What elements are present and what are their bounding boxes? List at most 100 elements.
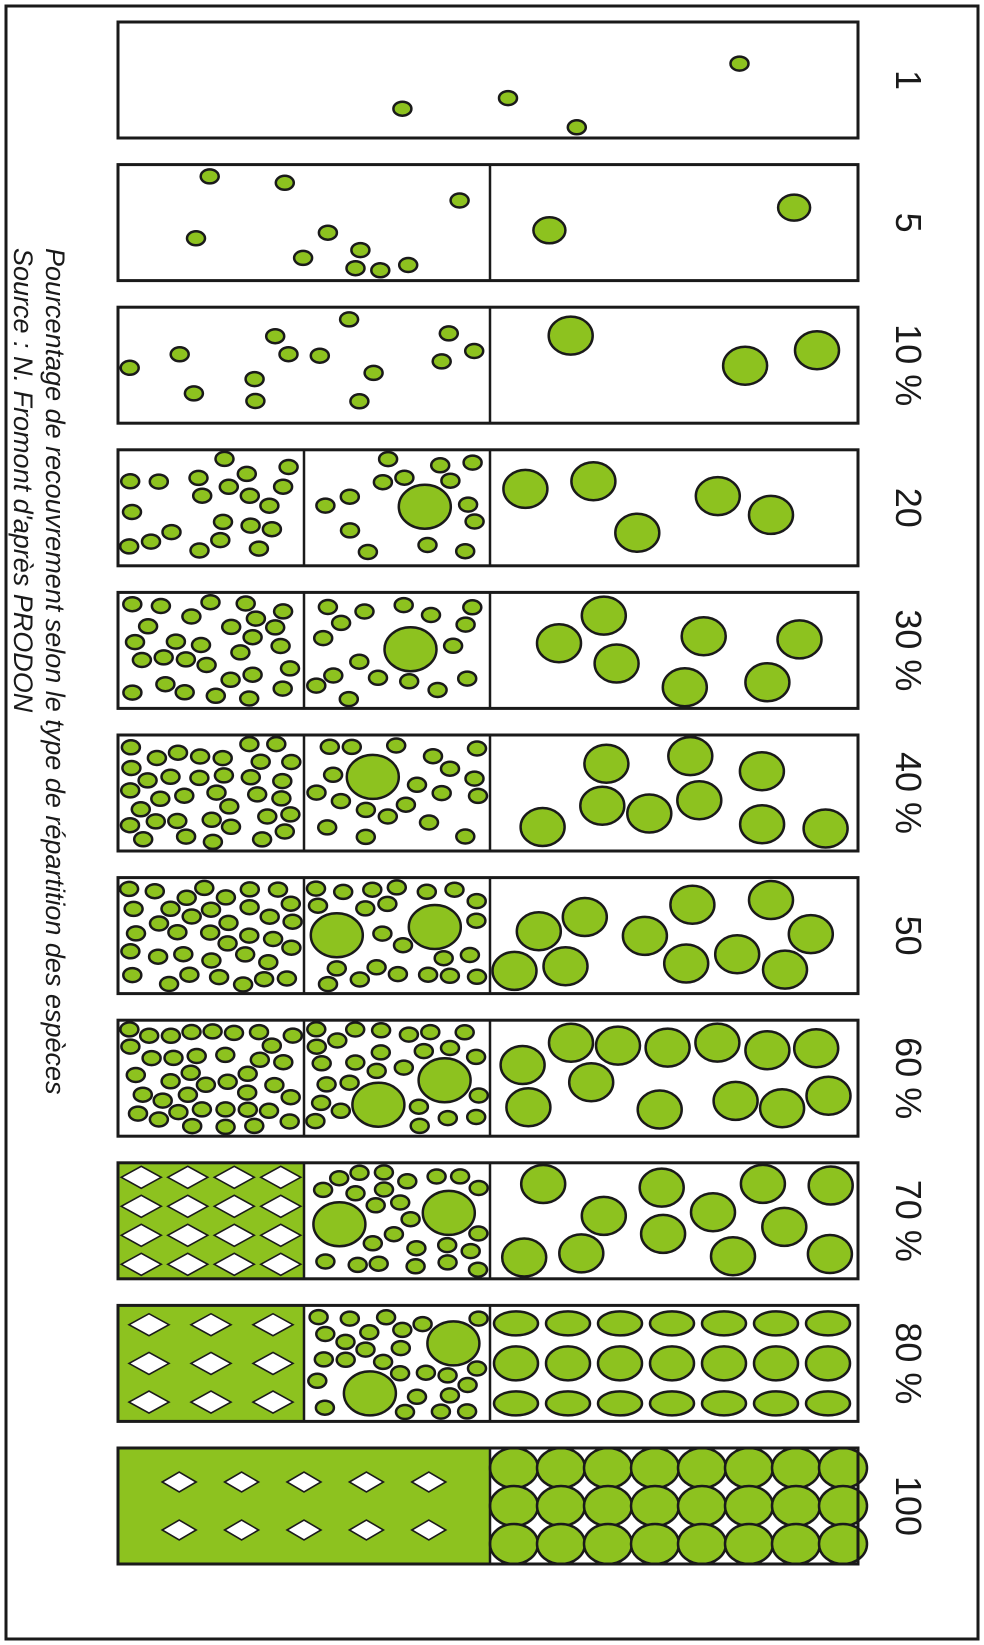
small-plant-dot: [466, 912, 487, 929]
large-plant-dot: [492, 1390, 540, 1417]
row-label: 20: [888, 488, 929, 528]
large-plant-dot: [309, 912, 365, 959]
large-plant-dot: [502, 468, 549, 510]
section-mixed: [306, 596, 483, 708]
large-plant-dot: [776, 193, 812, 222]
small-plant-dot: [153, 649, 174, 666]
small-plant-dot: [239, 735, 260, 753]
small-plant-dot: [152, 1092, 173, 1109]
gap-diamond: [119, 1194, 163, 1219]
large-plant-dot: [669, 884, 716, 926]
dense-cover-fill: [118, 1448, 490, 1564]
small-plant-dot: [372, 925, 393, 942]
small-plant-dot: [121, 503, 143, 521]
small-plant-dot: [362, 1235, 384, 1252]
small-plant-dot: [248, 540, 270, 557]
small-plant-dot: [359, 1324, 380, 1341]
gap-diamond: [259, 1252, 303, 1277]
small-plant-dot: [181, 1023, 202, 1041]
small-plant-dot: [408, 1098, 430, 1115]
small-plant-dot: [437, 1109, 459, 1127]
large-plant-dot: [544, 1310, 592, 1337]
large-plant-dot: [700, 1345, 748, 1382]
small-plant-dot: [338, 690, 360, 708]
panel-frame: [116, 305, 860, 425]
small-plant-dot: [181, 908, 202, 925]
large-plant-dot: [426, 1320, 481, 1367]
large-plant-dot: [738, 803, 786, 845]
small-plant-dot: [389, 1194, 411, 1211]
large-plant-dot: [776, 619, 823, 660]
small-plant-dot: [282, 913, 303, 930]
gap-diamond: [223, 1519, 261, 1541]
small-plant-dot: [174, 787, 195, 804]
small-plant-dot: [158, 975, 180, 993]
small-plant-dot: [189, 542, 210, 559]
section-large: [500, 1163, 854, 1278]
small-plant-dot: [251, 831, 273, 848]
large-plant-dot: [596, 1390, 644, 1417]
small-plant-dot: [339, 488, 361, 505]
coverage-panel: [116, 163, 860, 283]
small-plant-dot: [466, 892, 487, 910]
small-plant-dot: [264, 619, 286, 636]
small-plant-dot: [168, 1103, 189, 1121]
small-plant-dot: [280, 895, 302, 912]
coverage-panel: [116, 1018, 860, 1138]
section-mixed: [305, 1021, 490, 1135]
large-plant-dot: [817, 1446, 869, 1490]
small-plant-dot: [191, 487, 213, 504]
panel-frame: [116, 733, 860, 853]
small-plant-dot: [179, 966, 200, 983]
small-plant-dot: [497, 89, 519, 107]
small-plant-dot: [213, 767, 235, 784]
large-plant-dot: [770, 1446, 822, 1490]
gap-diamond: [166, 1252, 210, 1277]
small-plant-dot: [345, 1054, 366, 1071]
gap-diamond: [119, 1252, 163, 1277]
small-plant-dot: [281, 753, 302, 771]
small-plant-dot: [398, 1026, 420, 1043]
gap-diamond: [189, 1351, 233, 1376]
large-plant-dot: [558, 1233, 605, 1274]
large-plant-dot: [491, 950, 538, 992]
small-plant-dot: [335, 1351, 356, 1369]
small-plant-dot: [366, 1062, 387, 1080]
small-plant-dot: [215, 1118, 236, 1136]
small-plant-dot: [119, 359, 140, 377]
gap-diamond: [410, 1519, 448, 1541]
caption-title: Pourcentage de recouvrement selon le typ…: [40, 248, 70, 1095]
large-plant-dot: [758, 1087, 806, 1129]
large-plant-dot: [492, 1310, 540, 1337]
large-plant-dot: [739, 1163, 787, 1205]
large-plant-dot: [407, 903, 463, 951]
large-plant-dot: [638, 1167, 685, 1208]
large-plant-dot: [397, 483, 453, 530]
large-plant-dot: [744, 661, 791, 703]
gap-diamond: [259, 1165, 303, 1190]
small-plant-dot: [185, 230, 207, 247]
small-plant-dot: [310, 1094, 332, 1112]
small-plant-dot: [456, 1403, 478, 1420]
small-plant-dot: [438, 325, 460, 342]
small-plant-dot: [244, 1117, 265, 1135]
small-plant-dot: [306, 677, 327, 694]
large-plant-dot: [770, 1522, 822, 1566]
small-plant-dot: [429, 457, 451, 474]
gap-diamond: [166, 1223, 210, 1248]
small-plant-dot: [175, 828, 197, 845]
section-large: [502, 461, 795, 553]
section-solid-diamonds: [118, 1448, 490, 1564]
section-large: [499, 1022, 852, 1130]
small-plant-dot: [566, 119, 588, 136]
large-plant-dot: [694, 475, 742, 517]
small-plant-dot: [272, 680, 293, 697]
small-plant-dot: [259, 908, 280, 925]
small-plant-dot: [372, 473, 394, 491]
small-plant-dot: [138, 1027, 160, 1044]
large-plant-dot: [582, 1484, 634, 1528]
large-plant-dot: [505, 1086, 552, 1128]
small-plant-dot: [397, 256, 419, 274]
panels: [116, 20, 869, 1566]
large-plant-dot: [515, 910, 563, 952]
